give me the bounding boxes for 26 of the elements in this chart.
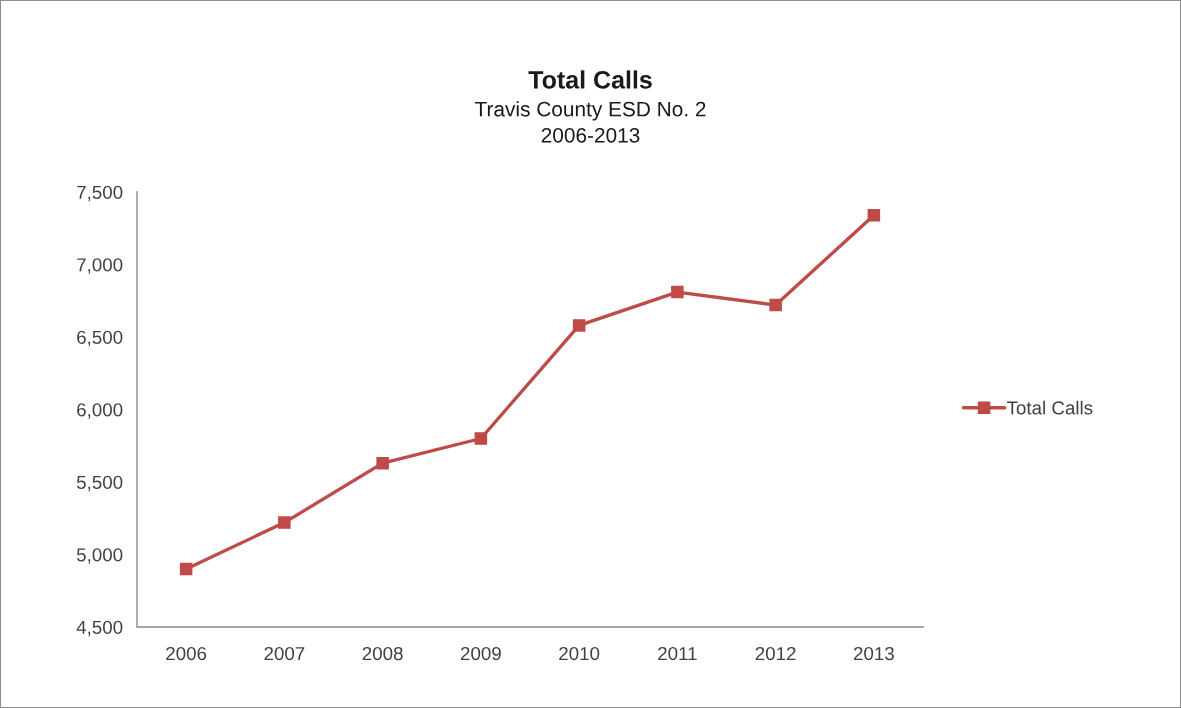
y-tick-label: 7,500 <box>77 185 123 202</box>
x-tick-label: 2010 <box>559 646 600 661</box>
y-tick-label: 4,500 <box>76 620 123 637</box>
x-tick-label: 2011 <box>658 646 697 661</box>
point <box>376 456 389 470</box>
chart-title: Total Calls <box>528 70 652 89</box>
x-tick-label: 2009 <box>460 646 501 661</box>
point <box>179 562 193 576</box>
y-tick-label: 5,500 <box>76 475 123 492</box>
x-tick-label: 2006 <box>166 646 207 661</box>
x-tick-label: 2013 <box>853 646 894 661</box>
point <box>474 432 488 445</box>
point <box>572 319 586 332</box>
chart-subtitle: Travis County ESD No. 2 2006-2013 <box>475 101 706 143</box>
point <box>671 285 684 299</box>
x-tick-label: 2007 <box>264 646 305 661</box>
point <box>769 298 782 312</box>
y-tick-label: 5,000 <box>76 548 123 564</box>
y-tick-label: 6,000 <box>77 403 123 419</box>
x-tick-label: 2012 <box>755 646 796 661</box>
x-tick-label: 2008 <box>362 646 403 661</box>
y-tick-label: 7,000 <box>77 258 123 274</box>
legend-label: Total Calls <box>1007 400 1093 415</box>
y-tick-label: 6,500 <box>77 330 123 347</box>
point <box>278 516 291 529</box>
point <box>867 208 881 222</box>
